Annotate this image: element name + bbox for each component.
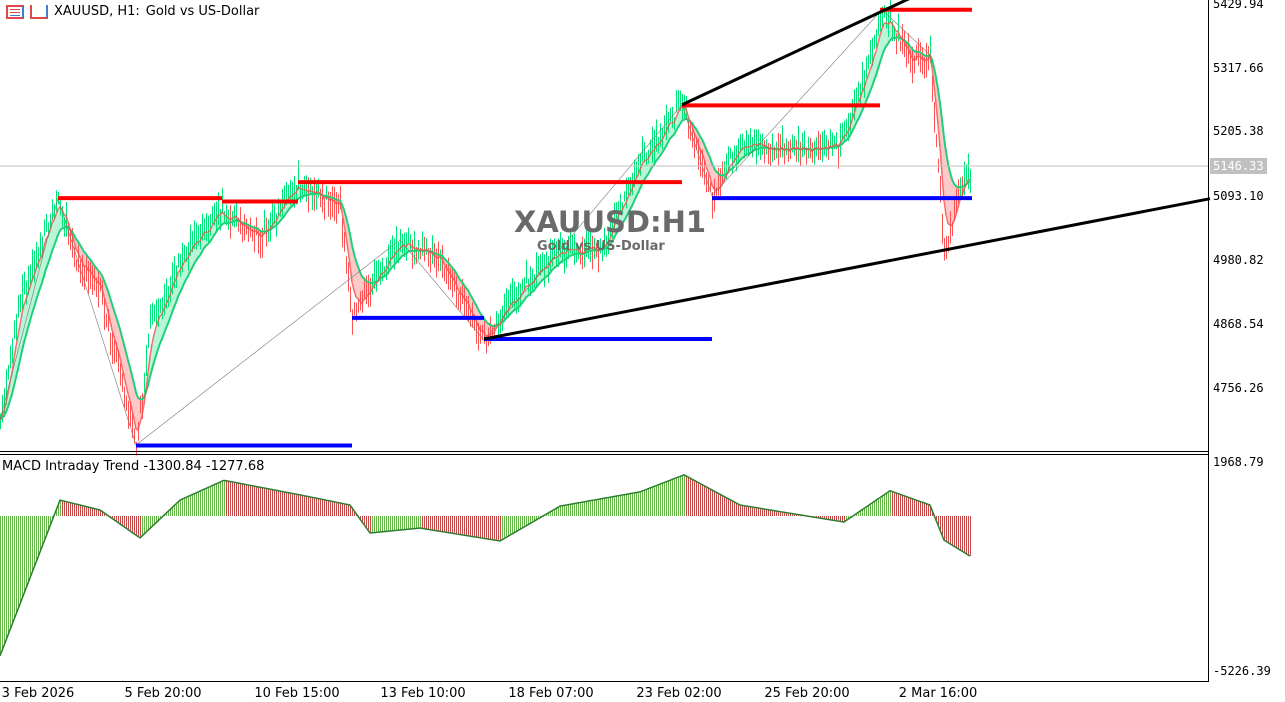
time-tick: 13 Feb 10:00 (380, 686, 466, 701)
price-tick: 4868.54 (1213, 317, 1264, 331)
macd-histogram (0, 474, 971, 657)
trend-line (483, 197, 1211, 341)
macd-line (0, 474, 971, 657)
zigzag-lines (0, 9, 931, 446)
time-tick: 5 Feb 20:00 (124, 686, 202, 701)
chart-header: XAUUSD, H1: Gold vs US-Dollar (6, 4, 259, 20)
time-tick: 2 Mar 16:00 (898, 686, 978, 701)
slow-ma-line (0, 36, 971, 421)
macd-axis-top: 1968.79 (1213, 455, 1264, 469)
time-tick: 23 Feb 02:00 (636, 686, 722, 701)
time-tick: 18 Feb 07:00 (508, 686, 594, 701)
price-tick: 5317.66 (1213, 61, 1264, 75)
time-tick: 25 Feb 20:00 (764, 686, 850, 701)
trend-line (681, 0, 910, 107)
macd-label: MACD Intraday Trend -1300.84 -1277.68 (2, 459, 265, 474)
trend-lines (483, 0, 1211, 341)
time-tick: 3 Feb 2026 (1, 686, 75, 701)
time-tick: 10 Feb 15:00 (254, 686, 340, 701)
symbol-description: Gold vs US-Dollar (145, 4, 260, 19)
symbol-label: XAUUSD, H1: (54, 4, 140, 19)
price-tick: 4756.26 (1213, 381, 1264, 395)
fast-ma-line (0, 20, 971, 432)
symbol-icon[interactable] (30, 5, 48, 19)
price-tick: 4980.82 (1213, 253, 1264, 267)
macd-axis-bottom: -5226.39 (1213, 664, 1271, 678)
price-tick: 5093.10 (1213, 189, 1264, 203)
watermark-subtitle: Gold vs US-Dollar (537, 239, 665, 254)
moving-averages (0, 20, 971, 432)
watermark-title: XAUUSD:H1 (514, 205, 707, 239)
current-price-badge: 5146.33 (1210, 158, 1267, 174)
price-tick: 5429.94 (1213, 0, 1264, 11)
zigzag (0, 9, 931, 446)
chart-list-icon[interactable] (6, 5, 24, 19)
price-tick: 5205.38 (1213, 124, 1264, 138)
ma-cloud (1, 21, 971, 430)
sr-levels (58, 7, 972, 448)
